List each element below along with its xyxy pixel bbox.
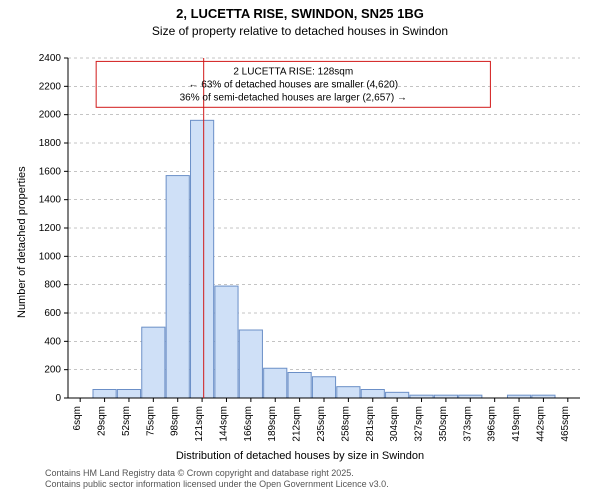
y-tick-label: 200 — [44, 365, 61, 376]
x-tick-label: 419sqm — [511, 406, 522, 442]
x-tick-label: 442sqm — [535, 406, 546, 442]
y-tick-label: 0 — [55, 393, 61, 404]
y-tick-label: 2400 — [39, 53, 62, 64]
histogram-bar — [386, 392, 409, 398]
x-tick-label: 29sqm — [97, 406, 108, 436]
annotation-text: ← 63% of detached houses are smaller (4,… — [188, 79, 398, 90]
histogram-bar — [142, 327, 165, 398]
histogram-bar — [264, 368, 287, 398]
footer-attribution: Contains HM Land Registry data © Crown c… — [45, 468, 389, 490]
x-tick-label: 396sqm — [487, 406, 498, 442]
histogram-bar — [166, 176, 189, 398]
x-tick-label: 98sqm — [170, 406, 181, 436]
y-tick-label: 600 — [44, 308, 61, 319]
x-tick-label: 144sqm — [218, 406, 229, 442]
annotation-text: 2 LUCETTA RISE: 128sqm — [233, 66, 353, 77]
x-tick-label: 350sqm — [438, 406, 449, 442]
y-tick-label: 400 — [44, 336, 61, 347]
x-tick-label: 373sqm — [462, 406, 473, 442]
histogram-bar — [288, 373, 311, 399]
histogram-bar — [239, 330, 262, 398]
x-tick-label: 304sqm — [389, 406, 400, 442]
histogram-chart: 0 200 400 600 800 1000 1200 1400 1600 1800 2000 220… — [0, 0, 600, 500]
y-tick-label: 1800 — [39, 138, 62, 149]
y-tick-label: 800 — [44, 280, 61, 291]
y-tick-label: 1200 — [39, 223, 62, 234]
x-tick-label: 75sqm — [145, 406, 156, 436]
footer-line-2: Contains public sector information licen… — [45, 479, 389, 490]
histogram-bar — [361, 390, 384, 399]
y-tick-label: 1400 — [39, 195, 62, 206]
histogram-bar — [117, 390, 140, 399]
x-tick-label: 235sqm — [316, 406, 327, 442]
y-tick-label: 1600 — [39, 166, 62, 177]
x-tick-label: 6sqm — [72, 406, 83, 430]
histogram-bar — [191, 120, 214, 398]
histogram-bar — [337, 387, 360, 398]
chart-container: 2, LUCETTA RISE, SWINDON, SN25 1BG Size … — [0, 0, 600, 500]
x-tick-label: 258sqm — [340, 406, 351, 442]
x-tick-label: 52sqm — [121, 406, 132, 436]
y-tick-label: 2000 — [39, 110, 62, 121]
histogram-bar — [215, 286, 238, 398]
y-tick-label: 2200 — [39, 81, 62, 92]
x-tick-label: 327sqm — [414, 406, 425, 442]
y-tick-label: 1000 — [39, 251, 62, 262]
x-tick-label: 166sqm — [243, 406, 254, 442]
x-tick-label: 281sqm — [365, 406, 376, 442]
histogram-bar — [93, 390, 116, 399]
x-tick-label: 189sqm — [267, 406, 278, 442]
x-tick-label: 465sqm — [560, 406, 571, 442]
footer-line-1: Contains HM Land Registry data © Crown c… — [45, 468, 389, 479]
x-tick-label: 121sqm — [194, 406, 205, 442]
histogram-bar — [312, 377, 335, 398]
annotation-text: 36% of semi-detached houses are larger (… — [180, 92, 407, 103]
x-tick-label: 212sqm — [292, 406, 303, 442]
